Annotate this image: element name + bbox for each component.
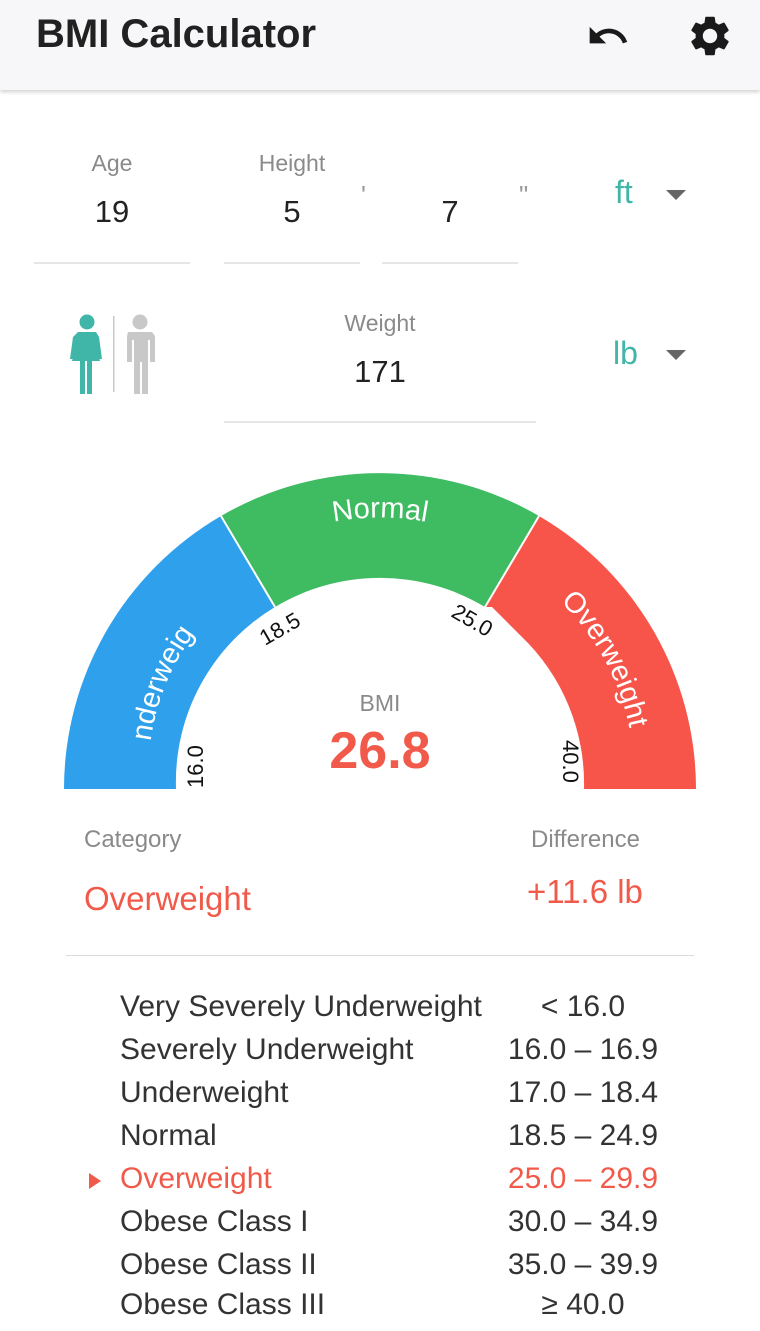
gauge-tick-16: 16.0 — [183, 745, 208, 788]
height-unit-dropdown[interactable]: ft — [605, 170, 695, 220]
bmi-label: BMI — [359, 690, 401, 716]
category-name: Obese Class I — [120, 1205, 309, 1238]
category-name: Overweight — [120, 1162, 272, 1195]
age-value: 19 — [94, 194, 130, 229]
app-title: BMI Calculator — [36, 12, 317, 56]
gauge-segment-overweight — [485, 516, 696, 789]
height-feet-value: 5 — [283, 194, 301, 229]
weight-value: 171 — [354, 354, 406, 389]
feet-mark: ' — [361, 180, 366, 210]
bmi-value: 26.8 — [329, 722, 431, 780]
category-range: 18.5 – 24.9 — [507, 1119, 659, 1152]
age-label: Age — [91, 150, 133, 176]
category-range: ≥ 40.0 — [541, 1288, 625, 1321]
difference-label: Difference — [531, 826, 640, 853]
gauge-tick-40: 40.0 — [558, 740, 583, 783]
male-icon[interactable] — [127, 314, 155, 395]
gender-divider — [113, 316, 115, 392]
category-name: Obese Class III — [120, 1288, 326, 1321]
gauge-segment-underweight — [64, 516, 275, 789]
bmi-gauge: Underweight Normal Overweight 16.0 18.5 … — [60, 468, 696, 789]
inch-mark: " — [519, 180, 529, 210]
category-name: Severely Underweight — [120, 1033, 414, 1066]
category-range: < 16.0 — [540, 990, 626, 1023]
gender-selector — [66, 312, 162, 396]
category-row-active: Overweight 25.0 – 29.9 — [0, 1162, 760, 1205]
category-range: 17.0 – 18.4 — [507, 1076, 659, 1109]
gauge-boundary — [220, 515, 276, 608]
category-name: Very Severely Underweight — [120, 990, 482, 1023]
category-range: 16.0 – 16.9 — [507, 1033, 659, 1066]
height-unit-value: ft — [615, 174, 633, 210]
height-inches-value: 7 — [441, 194, 459, 229]
gauge-boundary — [484, 515, 540, 608]
difference-value: +11.6 lb — [527, 873, 643, 910]
gear-icon — [691, 16, 729, 56]
triangle-right-icon — [89, 1173, 101, 1189]
weight-unit-value: lb — [613, 335, 638, 371]
height-feet-field[interactable]: Height 5 — [224, 140, 360, 264]
undo-icon — [589, 26, 628, 44]
category-row: Underweight 17.0 – 18.4 — [0, 1076, 760, 1119]
category-name: Underweight — [120, 1076, 289, 1109]
category-range: 25.0 – 29.9 — [507, 1162, 659, 1195]
weight-label: Weight — [344, 310, 416, 336]
category-value: Overweight — [84, 880, 251, 917]
category-row: Severely Underweight 16.0 – 16.9 — [0, 1033, 760, 1076]
weight-unit-dropdown[interactable]: lb — [605, 330, 695, 380]
category-row: Normal 18.5 – 24.9 — [0, 1119, 760, 1162]
height-label: Height — [258, 150, 326, 176]
height-inches-field[interactable]: 7 — [382, 140, 518, 264]
female-icon[interactable] — [70, 314, 102, 395]
gauge-segment-normal — [221, 473, 539, 607]
bmi-readout: BMI 26.8 — [230, 690, 530, 781]
category-range: 35.0 – 39.9 — [507, 1248, 659, 1281]
age-field[interactable]: Age 19 — [34, 140, 190, 264]
category-row: Obese Class II 35.0 – 39.9 — [0, 1248, 760, 1291]
category-range: 30.0 – 34.9 — [507, 1205, 659, 1238]
category-label: Category — [84, 826, 182, 853]
weight-field[interactable]: Weight 171 — [224, 298, 536, 423]
category-name: Obese Class II — [120, 1248, 317, 1281]
app-bar: BMI Calculator — [0, 0, 760, 90]
divider — [66, 955, 694, 956]
undo-button[interactable] — [580, 8, 636, 64]
category-row: Obese Class I 30.0 – 34.9 — [0, 1205, 760, 1248]
category-row: Very Severely Underweight < 16.0 — [0, 990, 760, 1033]
chevron-down-icon — [666, 350, 686, 360]
chevron-down-icon — [666, 190, 686, 200]
category-name: Normal — [120, 1119, 217, 1152]
settings-button[interactable] — [682, 8, 738, 64]
category-row: Obese Class III ≥ 40.0 — [0, 1288, 760, 1331]
